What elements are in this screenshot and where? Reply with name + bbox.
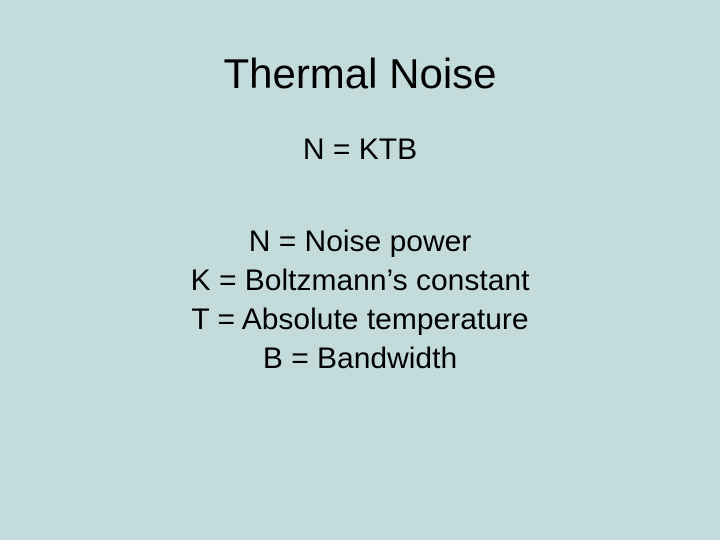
definition-b: B = Bandwidth <box>0 339 720 378</box>
definition-k: K = Boltzmann’s constant <box>0 261 720 300</box>
definition-t: T = Absolute temperature <box>0 300 720 339</box>
slide: Thermal Noise N = KTB N = Noise power K … <box>0 0 720 540</box>
formula: N = KTB <box>0 133 720 167</box>
definition-n: N = Noise power <box>0 222 720 261</box>
definitions-block: N = Noise power K = Boltzmann’s constant… <box>0 222 720 378</box>
slide-title: Thermal Noise <box>0 50 720 98</box>
